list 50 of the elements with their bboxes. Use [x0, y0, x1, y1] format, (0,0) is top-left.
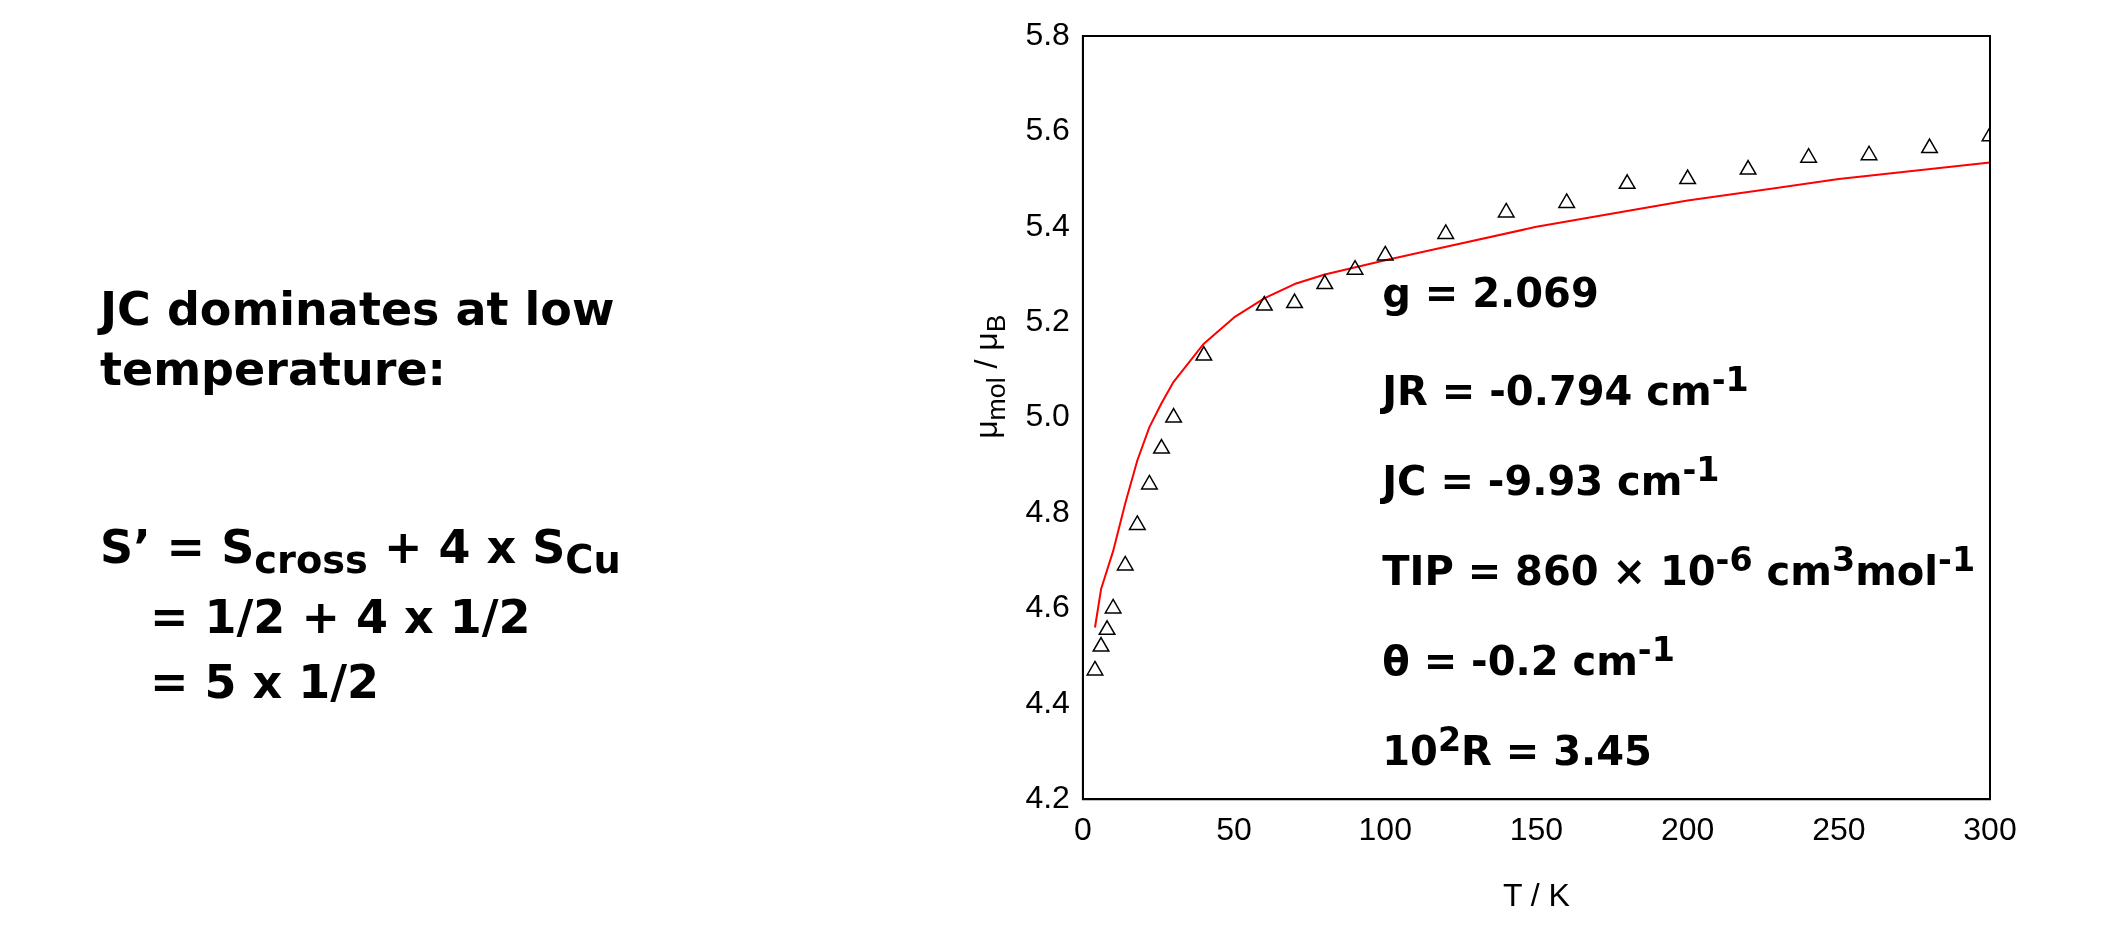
- text: = 1/2 + 4 x 1/2: [150, 590, 531, 644]
- point: [1092, 636, 1110, 652]
- annotation: g = 2.069: [1382, 269, 1599, 316]
- annotation: TIP = 860 × 10$^{-6}$ cm$^{3}$mol$^{-1}$: [1382, 539, 1976, 594]
- y-tick-label: 4.4: [1025, 683, 1070, 720]
- point: [1116, 555, 1134, 571]
- point: [1497, 202, 1515, 218]
- y-tick-label: 4.6: [1025, 588, 1070, 625]
- x-tick-label: 150: [1509, 811, 1564, 848]
- text: S’ = S$_{cross}$ + 4 x S$_{Cu}$: [100, 520, 621, 583]
- annotation: θ = -0.2 cm$^{-1}$: [1382, 629, 1675, 684]
- point: [1739, 159, 1757, 175]
- point: [1920, 138, 1939, 154]
- annotation: 10$^{2}$R = 3.45: [1382, 719, 1652, 774]
- point: [1098, 620, 1116, 636]
- point: [1800, 147, 1818, 163]
- x-tick-label: 250: [1812, 811, 1866, 848]
- point: [1195, 345, 1213, 361]
- point: [1140, 474, 1158, 490]
- point: [1679, 169, 1697, 185]
- point: [1558, 193, 1576, 209]
- y-tick-label: 5.4: [1025, 206, 1070, 243]
- x-axis-title: T / K: [1502, 876, 1570, 913]
- point: [1437, 224, 1455, 240]
- point: [1255, 295, 1273, 311]
- point: [1860, 145, 1878, 161]
- x-tick-label: 0: [1073, 811, 1092, 848]
- text: = 5 x 1/2: [150, 655, 380, 709]
- point: [1376, 245, 1394, 261]
- annotation: JC = -9.93 cm$^{-1}$: [1382, 449, 1720, 504]
- point: [1165, 407, 1183, 423]
- point: [1086, 660, 1104, 676]
- point: [1286, 293, 1304, 309]
- x-tick-label: 300: [1963, 811, 2017, 848]
- y-tick-label: 4.2: [1025, 779, 1070, 816]
- y-tick-label: 5.0: [1025, 397, 1070, 434]
- point: [1128, 515, 1146, 531]
- x-tick-label: 50: [1216, 811, 1252, 848]
- y-tick-label: 5.8: [1025, 15, 1070, 52]
- x-tick-label: 200: [1660, 811, 1715, 848]
- y-tick-label: 4.8: [1025, 492, 1070, 529]
- y-tick-label: 5.6: [1025, 111, 1070, 148]
- point: [1346, 259, 1364, 275]
- point: [1152, 438, 1171, 454]
- point: [1618, 174, 1636, 190]
- x-tick-label: 100: [1358, 811, 1412, 848]
- y-tick-label: 5.2: [1025, 302, 1070, 339]
- point: [1316, 274, 1334, 290]
- annotation: JR = -0.794 cm$^{-1}$: [1382, 359, 1749, 414]
- point: [1104, 598, 1122, 614]
